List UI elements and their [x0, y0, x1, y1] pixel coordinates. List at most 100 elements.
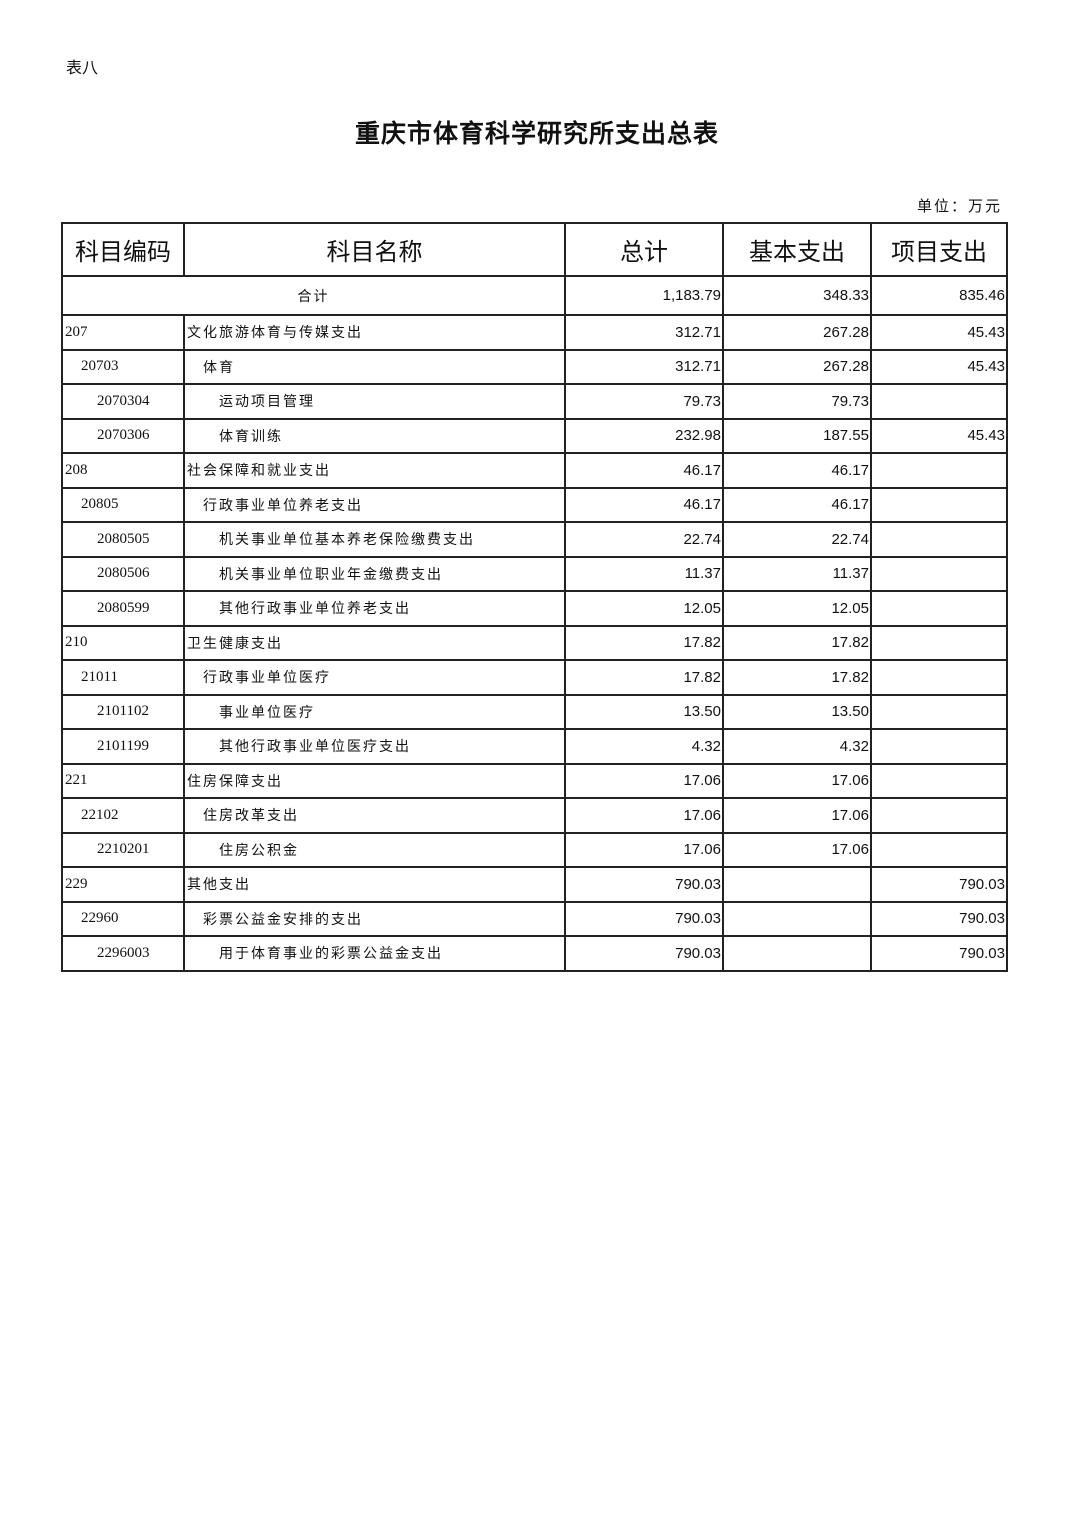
table-row: 229 其他支出 790.03 790.03 — [61, 866, 1008, 903]
row-basic: 11.37 — [722, 555, 872, 592]
row-code: 20805 — [61, 486, 185, 523]
row-code: 22960 — [61, 900, 185, 937]
row-total: 12.05 — [564, 590, 724, 627]
row-basic — [722, 866, 872, 903]
row-name: 用于体育事业的彩票公益金支出 — [183, 935, 566, 972]
table-row: 210 卫生健康支出 17.82 17.82 — [61, 624, 1008, 661]
total-total: 1,183.79 — [564, 275, 724, 316]
table-row: 221 住房保障支出 17.06 17.06 — [61, 762, 1008, 799]
row-basic: 12.05 — [722, 590, 872, 627]
row-total: 232.98 — [564, 417, 724, 454]
row-basic: 79.73 — [722, 383, 872, 420]
row-project — [870, 797, 1008, 834]
table-row: 22960 彩票公益金安排的支出 790.03 790.03 — [61, 900, 1008, 937]
table-row: 20805 行政事业单位养老支出 46.17 46.17 — [61, 486, 1008, 523]
row-basic: 4.32 — [722, 728, 872, 765]
table-row: 2296003 用于体育事业的彩票公益金支出 790.03 790.03 — [61, 935, 1008, 972]
row-total: 790.03 — [564, 935, 724, 972]
header-basic: 基本支出 — [722, 222, 872, 277]
row-total: 46.17 — [564, 452, 724, 489]
row-total: 17.06 — [564, 797, 724, 834]
table-row: 2080506 机关事业单位职业年金缴费支出 11.37 11.37 — [61, 555, 1008, 592]
table-row: 2080599 其他行政事业单位养老支出 12.05 12.05 — [61, 590, 1008, 627]
row-project — [870, 383, 1008, 420]
row-name: 文化旅游体育与传媒支出 — [183, 314, 566, 351]
row-code: 2080505 — [61, 521, 185, 558]
row-project — [870, 555, 1008, 592]
table-row: 207 文化旅游体育与传媒支出 312.71 267.28 45.43 — [61, 314, 1008, 351]
row-code: 2070304 — [61, 383, 185, 420]
row-project — [870, 590, 1008, 627]
row-name: 机关事业单位职业年金缴费支出 — [183, 555, 566, 592]
header-code: 科目编码 — [61, 222, 185, 277]
total-basic: 348.33 — [722, 275, 872, 316]
row-total: 790.03 — [564, 866, 724, 903]
table-row: 22102 住房改革支出 17.06 17.06 — [61, 797, 1008, 834]
row-name: 其他行政事业单位医疗支出 — [183, 728, 566, 765]
row-name: 事业单位医疗 — [183, 693, 566, 730]
header-project: 项目支出 — [870, 222, 1008, 277]
row-basic — [722, 935, 872, 972]
table-row: 208 社会保障和就业支出 46.17 46.17 — [61, 452, 1008, 489]
row-total: 4.32 — [564, 728, 724, 765]
row-code: 21011 — [61, 659, 185, 696]
row-basic: 267.28 — [722, 314, 872, 351]
row-code: 221 — [61, 762, 185, 799]
row-name: 机关事业单位基本养老保险缴费支出 — [183, 521, 566, 558]
total-row: 合计 1,183.79 348.33 835.46 — [61, 275, 1008, 316]
row-basic: 22.74 — [722, 521, 872, 558]
total-label: 合计 — [61, 275, 566, 316]
row-total: 312.71 — [564, 348, 724, 385]
row-name: 住房改革支出 — [183, 797, 566, 834]
table-row: 2101199 其他行政事业单位医疗支出 4.32 4.32 — [61, 728, 1008, 765]
row-name: 社会保障和就业支出 — [183, 452, 566, 489]
row-basic: 187.55 — [722, 417, 872, 454]
row-name: 体育 — [183, 348, 566, 385]
row-project: 790.03 — [870, 900, 1008, 937]
row-name: 彩票公益金安排的支出 — [183, 900, 566, 937]
row-total: 79.73 — [564, 383, 724, 420]
row-project — [870, 659, 1008, 696]
row-basic: 46.17 — [722, 452, 872, 489]
row-total: 312.71 — [564, 314, 724, 351]
row-total: 17.82 — [564, 624, 724, 661]
expenditure-table: 科目编码 科目名称 总计 基本支出 项目支出 合计 1,183.79 348.3… — [61, 222, 1008, 972]
row-code: 229 — [61, 866, 185, 903]
row-project — [870, 624, 1008, 661]
row-name: 卫生健康支出 — [183, 624, 566, 661]
row-code: 2070306 — [61, 417, 185, 454]
row-total: 46.17 — [564, 486, 724, 523]
table-row: 2210201 住房公积金 17.06 17.06 — [61, 831, 1008, 868]
row-basic: 17.82 — [722, 624, 872, 661]
row-basic: 17.82 — [722, 659, 872, 696]
row-name: 运动项目管理 — [183, 383, 566, 420]
unit-label: 单位：万元 — [916, 197, 1002, 215]
row-project — [870, 831, 1008, 868]
row-basic: 13.50 — [722, 693, 872, 730]
header-row: 科目编码 科目名称 总计 基本支出 项目支出 — [61, 222, 1008, 277]
row-code: 210 — [61, 624, 185, 661]
page-title: 重庆市体育科学研究所支出总表 — [354, 119, 719, 148]
row-name: 住房公积金 — [183, 831, 566, 868]
table-row: 21011 行政事业单位医疗 17.82 17.82 — [61, 659, 1008, 696]
row-project — [870, 762, 1008, 799]
row-total: 22.74 — [564, 521, 724, 558]
row-total: 17.06 — [564, 762, 724, 799]
row-name: 行政事业单位医疗 — [183, 659, 566, 696]
row-project — [870, 728, 1008, 765]
row-basic — [722, 900, 872, 937]
row-code: 2101102 — [61, 693, 185, 730]
row-code: 2101199 — [61, 728, 185, 765]
table-label: 表八 — [66, 58, 99, 77]
row-name: 体育训练 — [183, 417, 566, 454]
row-name: 行政事业单位养老支出 — [183, 486, 566, 523]
row-name: 住房保障支出 — [183, 762, 566, 799]
row-project: 45.43 — [870, 417, 1008, 454]
row-basic: 46.17 — [722, 486, 872, 523]
row-total: 17.82 — [564, 659, 724, 696]
row-basic: 267.28 — [722, 348, 872, 385]
row-code: 2080506 — [61, 555, 185, 592]
header-name: 科目名称 — [183, 222, 566, 277]
row-name: 其他支出 — [183, 866, 566, 903]
table-row: 2070306 体育训练 232.98 187.55 45.43 — [61, 417, 1008, 454]
